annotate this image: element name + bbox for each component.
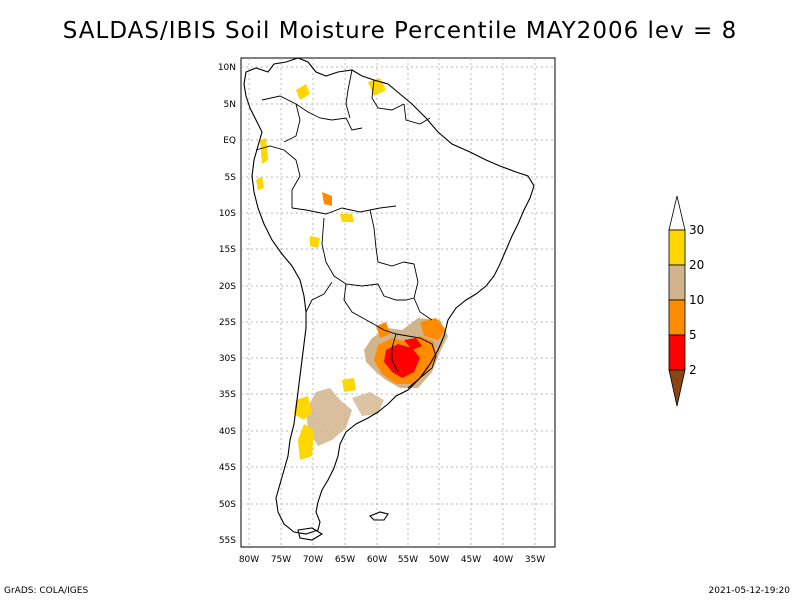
lat-label: 15S (219, 245, 236, 255)
south-america-outline (243, 57, 535, 535)
colorbar-label: 10 (689, 293, 704, 307)
colorbar-label: 2 (689, 363, 697, 377)
colorbar-segment-10-20 (668, 264, 686, 301)
yellow-patch-west (310, 236, 320, 248)
yellow-patch-andes (298, 424, 314, 460)
yellow-patch-patagonia (294, 396, 312, 420)
lat-label: 40S (219, 427, 236, 437)
coastlines (243, 57, 535, 541)
lat-label: 45S (219, 463, 236, 473)
yellow-patch-coast (256, 176, 264, 190)
plot-frame (240, 57, 556, 548)
dry-patches (256, 78, 448, 460)
tierra-del-fuego (297, 527, 324, 541)
red-patch-2 (404, 338, 422, 350)
yellow-patch-brazil (340, 214, 354, 222)
colorbar-label: 20 (689, 258, 704, 272)
lon-label: 50W (429, 555, 449, 565)
lon-label: 55W (398, 555, 418, 565)
lon-label: 65W (335, 555, 355, 565)
yellow-patch-north (296, 84, 310, 100)
colorbar-label: 30 (689, 223, 704, 237)
yellow-patch-peru (260, 138, 268, 164)
tan-patch-argentina (306, 388, 352, 446)
red-patch-1 (384, 344, 420, 378)
yellow-patch-center (342, 378, 356, 392)
colorbar-segment-5-10 (668, 299, 686, 336)
colorbar-segment-2-5 (668, 334, 686, 371)
falklands (369, 511, 389, 521)
lat-label: 30S (219, 354, 236, 364)
lat-label: 10N (218, 63, 236, 73)
lat-label: 50S (219, 500, 236, 510)
lon-label: 60W (367, 555, 387, 565)
footer-timestamp: 2021-05-12-19:20 (708, 586, 791, 596)
yellow-patch-amazon (322, 192, 332, 206)
orange-patch-2 (420, 318, 446, 340)
map-title: SALDAS/IBIS Soil Moisture Percentile MAY… (62, 18, 738, 44)
colorbar-segment-20-30 (668, 229, 686, 266)
lon-label: 70W (303, 555, 323, 565)
latitude-labels: 10N 5N EQ 5S 10S 15S 20S 25S 30S 35S 40S… (218, 63, 236, 546)
lat-label: 20S (219, 282, 236, 292)
colorbar-labels: 30 20 10 5 2 (689, 223, 704, 377)
lon-label: 40W (493, 555, 513, 565)
orange-patch-3 (376, 322, 390, 338)
footer-credit: GrADS: COLA/IGES (4, 586, 89, 596)
lat-label: 25S (219, 318, 236, 328)
lat-label: 55S (219, 536, 236, 546)
colorbar-top-triangle (668, 195, 686, 231)
lat-label: EQ (223, 136, 236, 146)
lon-label: 35W (525, 555, 545, 565)
lat-label: 5S (225, 173, 237, 183)
colorbar-bottom-triangle (668, 369, 686, 407)
colorbar-label: 5 (689, 328, 697, 342)
tan-patch-pampas (352, 392, 384, 416)
colorbar (668, 195, 686, 407)
country-borders (255, 69, 437, 389)
lon-label: 80W (239, 555, 259, 565)
lat-label: 35S (219, 390, 236, 400)
gridlines (241, 58, 555, 547)
lon-label: 45W (461, 555, 481, 565)
lat-label: 5N (224, 100, 236, 110)
longitude-labels: 80W 75W 70W 65W 60W 55W 50W 45W 40W 35W (239, 555, 545, 565)
lon-label: 75W (271, 555, 291, 565)
lat-label: 10S (219, 209, 236, 219)
